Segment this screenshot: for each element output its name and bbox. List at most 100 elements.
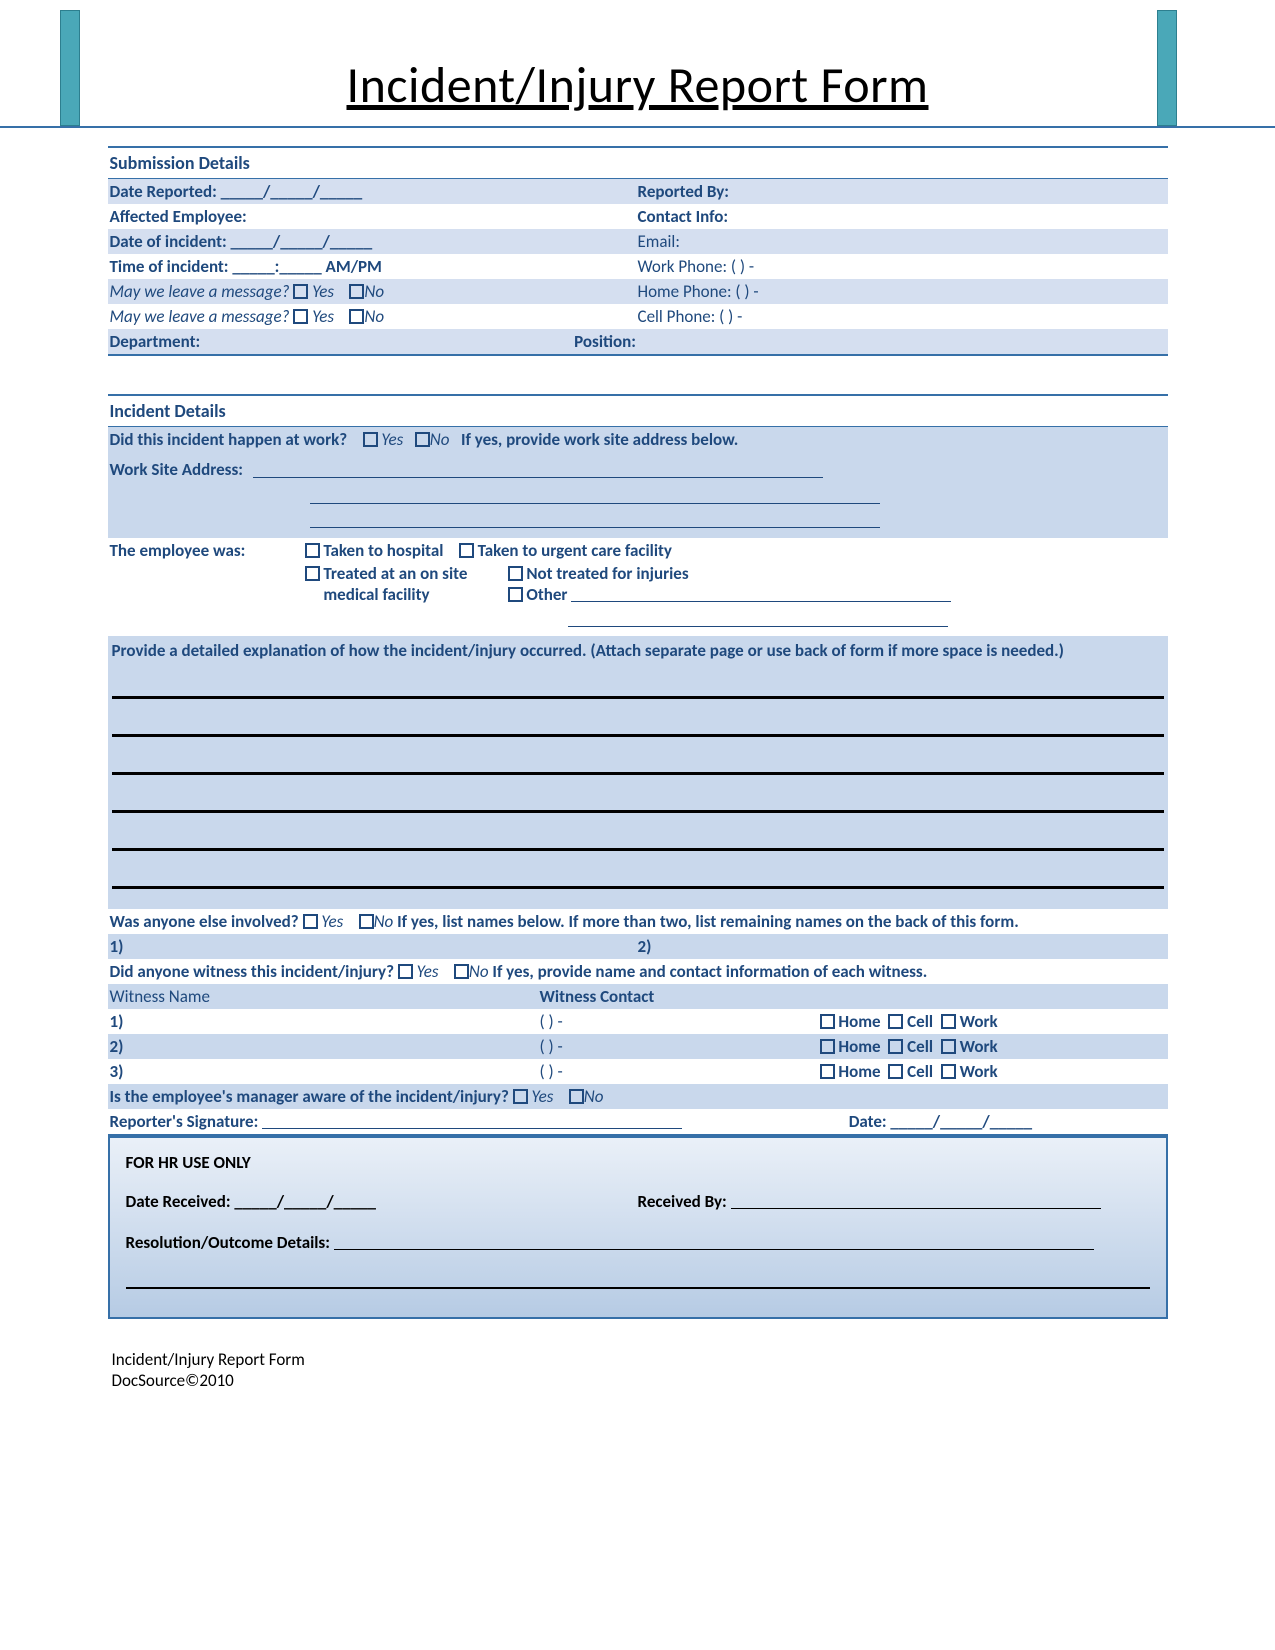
label-contact-info: Contact Info:	[638, 206, 1166, 227]
phone-w1: ( ) -	[540, 1011, 820, 1032]
resolution-line1[interactable]	[334, 1234, 1094, 1250]
checkbox-inv-yes[interactable]	[303, 914, 318, 929]
label-sig: Reporter's Signature:	[110, 1111, 259, 1132]
text-inv-yes: Yes	[321, 911, 343, 932]
cb-w2-cell[interactable]	[888, 1039, 903, 1054]
cb-w1-work[interactable]	[941, 1014, 956, 1029]
l-w2-cell: Cell	[907, 1036, 933, 1057]
checkbox-onsite[interactable]	[305, 566, 320, 581]
label-explain: Provide a detailed explanation of how th…	[112, 640, 1164, 661]
label-urgent: Taken to urgent care facility	[478, 540, 672, 561]
footer: Incident/Injury Report Form DocSource©20…	[108, 1349, 1168, 1391]
text-mgr-yes: Yes	[532, 1086, 554, 1107]
cb-w3-work[interactable]	[941, 1064, 956, 1079]
label-involved-if: If yes, list names below. If more than t…	[397, 911, 1019, 932]
cb-w2-work[interactable]	[941, 1039, 956, 1054]
explain-line-5[interactable]	[112, 848, 1164, 851]
label-home-phone: Home Phone: ( ) -	[638, 281, 1166, 302]
footer-l1: Incident/Injury Report Form	[112, 1349, 1168, 1370]
checkbox-wit-no[interactable]	[454, 964, 469, 979]
row-date-incident: Date of incident: _____/_____/_____ Emai…	[108, 229, 1168, 254]
checkbox-msg1-no[interactable]	[349, 284, 364, 299]
row-w1: 1) ( ) - Home Cell Work	[108, 1009, 1168, 1034]
text-wit-yes: Yes	[417, 961, 439, 982]
checkbox-wit-yes[interactable]	[398, 964, 413, 979]
label-hr-header: FOR HR USE ONLY	[126, 1152, 1150, 1173]
row-witness-q: Did anyone witness this incident/injury?…	[108, 959, 1168, 984]
checkbox-hq-no[interactable]	[415, 432, 430, 447]
label-n1: 1)	[110, 936, 638, 957]
checkbox-other[interactable]	[508, 587, 523, 602]
row-names: 1) 2)	[108, 934, 1168, 959]
recv-by-line[interactable]	[731, 1193, 1101, 1209]
checkbox-hq-yes[interactable]	[363, 432, 378, 447]
label-onsite: Treated at an on site medical facility	[323, 563, 483, 605]
checkbox-msg2-no[interactable]	[349, 309, 364, 324]
checkbox-not[interactable]	[508, 566, 523, 581]
l-w2-work: Work	[960, 1036, 998, 1057]
checkbox-msg1-yes[interactable]	[293, 284, 308, 299]
submission-header: Submission Details	[108, 146, 1168, 179]
checkbox-mgr-yes[interactable]	[513, 1089, 528, 1104]
phone-w2: ( ) -	[540, 1036, 820, 1057]
label-ifyes: If yes, provide work site address below.	[461, 429, 738, 450]
row-employee-was: The employee was: Taken to hospital Take…	[108, 538, 1168, 636]
cb-w1-home[interactable]	[820, 1014, 835, 1029]
cb-w1-cell[interactable]	[888, 1014, 903, 1029]
label-emp-was: The employee was:	[110, 540, 305, 634]
text-no2: No	[364, 306, 384, 327]
wsa-line1[interactable]	[253, 458, 823, 478]
label-sig-date: Date: _____/_____/_____	[849, 1111, 1166, 1132]
explain-line-1[interactable]	[112, 696, 1164, 699]
wsa-line3[interactable]	[310, 508, 880, 528]
l-w1-work: Work	[960, 1011, 998, 1032]
label-not: Not treated for injuries	[526, 563, 688, 584]
explain-line-6[interactable]	[112, 886, 1164, 889]
other-line2[interactable]	[568, 611, 948, 627]
explain-line-2[interactable]	[112, 734, 1164, 737]
sig-line[interactable]	[262, 1113, 682, 1129]
cb-w3-cell[interactable]	[888, 1064, 903, 1079]
footer-l2: DocSource©2010	[112, 1370, 1168, 1391]
checkbox-urgent[interactable]	[459, 543, 474, 558]
label-mgr-q: Is the employee's manager aware of the i…	[110, 1086, 509, 1107]
label-position: Position:	[574, 331, 1165, 352]
label-work-phone: Work Phone: ( ) -	[638, 256, 1166, 277]
explain-line-3[interactable]	[112, 772, 1164, 775]
l-w3-home: Home	[838, 1061, 880, 1082]
text-wit-no: No	[469, 961, 489, 982]
l-w1-cell: Cell	[907, 1011, 933, 1032]
label-date-reported: Date Reported: _____/_____/_____	[110, 181, 638, 202]
row-signature: Reporter's Signature: Date: _____/_____/…	[108, 1109, 1168, 1136]
row-date-reported: Date Reported: _____/_____/_____ Reporte…	[108, 179, 1168, 204]
explain-line-4[interactable]	[112, 810, 1164, 813]
other-line1[interactable]	[571, 586, 951, 602]
text-hq-no: No	[430, 429, 450, 450]
checkbox-hospital[interactable]	[305, 543, 320, 558]
checkbox-msg2-yes[interactable]	[293, 309, 308, 324]
label-witness-if: If yes, provide name and contact informa…	[492, 961, 927, 982]
explanation-block: Provide a detailed explanation of how th…	[108, 636, 1168, 909]
row-affected: Affected Employee: Contact Info:	[108, 204, 1168, 229]
label-witness-contact: Witness Contact	[540, 986, 820, 1007]
label-witness-q: Did anyone witness this incident/injury?	[110, 961, 394, 982]
checkbox-inv-no[interactable]	[359, 914, 374, 929]
checkbox-mgr-no[interactable]	[569, 1089, 584, 1104]
label-cell-phone: Cell Phone: ( ) -	[638, 306, 1166, 327]
text-yes: Yes	[312, 281, 334, 302]
wsa-line2[interactable]	[310, 484, 880, 504]
page-title: Incident/Injury Report Form	[346, 55, 928, 116]
l-w3-cell: Cell	[907, 1061, 933, 1082]
label-witness-name: Witness Name	[110, 986, 540, 1007]
incident-header: Incident Details	[108, 394, 1168, 427]
text-mgr-no: No	[584, 1086, 604, 1107]
row-happen-at-work: Did this incident happen at work? Yes No…	[108, 427, 1168, 452]
label-time-incident: Time of incident: _____:_____ AM/PM	[110, 256, 638, 277]
cb-w2-home[interactable]	[820, 1039, 835, 1054]
label-happen-q: Did this incident happen at work?	[110, 429, 348, 450]
cb-w3-home[interactable]	[820, 1064, 835, 1079]
label-resolution: Resolution/Outcome Details:	[126, 1232, 334, 1253]
resolution-line2[interactable]	[126, 1259, 1150, 1289]
text-no: No	[364, 281, 384, 302]
label-w1: 1)	[110, 1011, 540, 1032]
